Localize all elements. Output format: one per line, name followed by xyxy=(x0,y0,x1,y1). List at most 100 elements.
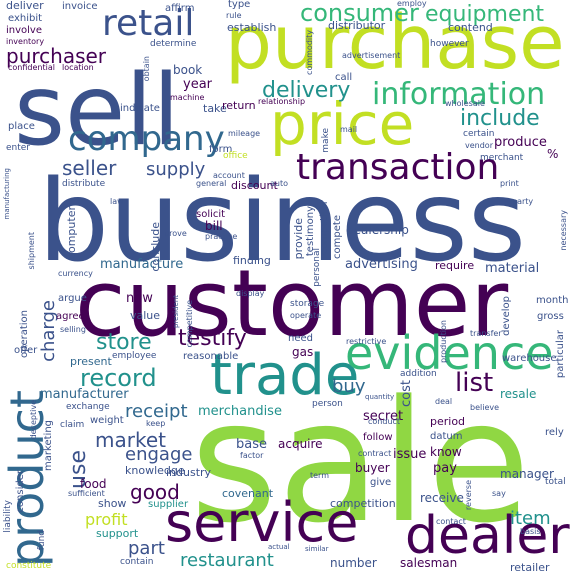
word-knowledge: knowledge xyxy=(125,464,185,477)
word-weight: weight xyxy=(90,415,124,426)
word-wholesale: wholesale xyxy=(445,99,485,108)
word-shipment: shipment xyxy=(27,232,36,270)
word-exhibit: exhibit xyxy=(8,13,43,24)
word-competition: competition xyxy=(330,497,396,510)
word-business: business xyxy=(38,157,527,287)
word-percent: % xyxy=(547,147,559,161)
word-dealership: dealership xyxy=(346,223,409,237)
word-mail: mail xyxy=(340,125,358,134)
word-general: general xyxy=(196,179,227,188)
word-number: number xyxy=(330,556,377,570)
word-vendor: vendor xyxy=(465,141,493,150)
word-enter: enter xyxy=(6,143,31,153)
word-consumer: consumer xyxy=(300,0,419,27)
word-contend: contend xyxy=(448,21,493,34)
word-relationship: relationship xyxy=(258,97,306,106)
word-contact: contact xyxy=(436,517,466,526)
word-supplier: supplier xyxy=(148,499,189,510)
word-involve: involve xyxy=(6,25,43,36)
word-term: term xyxy=(310,471,329,480)
word-particular: particular xyxy=(555,330,566,379)
word-market: market xyxy=(95,428,166,452)
word-determine: determine xyxy=(150,39,197,49)
word-gas: gas xyxy=(292,345,314,359)
word-require: require xyxy=(435,259,475,272)
word-salesman: salesman xyxy=(400,556,458,570)
word-buyer: buyer xyxy=(355,461,390,475)
word-reasonable: reasonable xyxy=(183,351,239,362)
word-new: new xyxy=(126,291,153,306)
word-factor: factor xyxy=(240,451,264,460)
word-develop: develop xyxy=(501,296,512,336)
word-account: account xyxy=(213,171,245,180)
word-item: item xyxy=(510,508,551,529)
word-finding: finding xyxy=(233,254,271,267)
word-sale: sale xyxy=(190,364,531,560)
word-believe: believe xyxy=(470,403,500,412)
word-law: law xyxy=(110,197,124,206)
word-selling: selling xyxy=(60,325,86,334)
word-necessary: necessary xyxy=(559,210,568,251)
word-engage: engage xyxy=(125,444,193,465)
word-delivery: delivery xyxy=(262,78,351,103)
word-discount: discount xyxy=(231,179,278,192)
word-take: take xyxy=(203,102,227,115)
word-datum: datum xyxy=(430,431,463,442)
word-list: list xyxy=(455,368,494,398)
word-purchase: purchase xyxy=(225,0,565,86)
word-retailer: retailer xyxy=(510,561,550,574)
word-receive: receive xyxy=(420,491,464,505)
word-machine: machine xyxy=(170,93,205,102)
word-employee: employee xyxy=(112,351,157,361)
word-month: month xyxy=(536,295,569,306)
word-keep: keep xyxy=(146,419,166,428)
word-call: call xyxy=(335,72,353,83)
word-charge: charge xyxy=(38,300,59,362)
word-manufacturing: manufacturing xyxy=(3,168,11,220)
word-price: price xyxy=(270,90,415,158)
word-form: form xyxy=(209,144,233,155)
word-covenant: covenant xyxy=(222,487,274,500)
word-information: information xyxy=(372,77,546,112)
word-type: type xyxy=(228,0,251,10)
word-invoice: invoice xyxy=(62,1,98,12)
word-sufficient: sufficient xyxy=(68,489,105,498)
word-storage: storage xyxy=(290,299,325,309)
word-fund: fund xyxy=(37,530,47,551)
word-produce: produce xyxy=(494,135,547,150)
word-period: period xyxy=(430,415,466,428)
word-mileage: mileage xyxy=(228,129,261,138)
word-personal: personal xyxy=(312,248,322,287)
word-offer: offer xyxy=(14,345,38,356)
word-service: service xyxy=(165,491,359,554)
word-similar: similar xyxy=(305,545,329,553)
word-quantity: quantity xyxy=(365,393,395,401)
word-dealer: dealer xyxy=(405,506,570,566)
word-gross: gross xyxy=(537,311,564,322)
word-obtain: obtain xyxy=(142,56,151,82)
word-marketing: marketing xyxy=(43,420,54,471)
word-make: make xyxy=(321,128,331,153)
word-follow: follow xyxy=(363,432,393,443)
word-support: support xyxy=(96,527,139,540)
word-place: place xyxy=(8,121,35,132)
word-affirm: affirm xyxy=(165,3,195,14)
word-operate: operate xyxy=(290,311,322,320)
word-company: company xyxy=(68,119,225,159)
word-return: return xyxy=(222,99,256,112)
word-display: display xyxy=(236,289,265,298)
word-part: part xyxy=(128,538,165,559)
word-claim: claim xyxy=(60,420,85,430)
word-print: print xyxy=(500,179,519,188)
word-currency: currency xyxy=(58,269,93,278)
word-solicit: solicit xyxy=(196,209,226,220)
word-value: value xyxy=(130,309,161,322)
word-exchange: exchange xyxy=(66,402,110,412)
word-competitor: competitor xyxy=(319,200,330,255)
word-basis: basis xyxy=(520,527,541,536)
word-retail: retail xyxy=(102,3,195,44)
word-base: base xyxy=(236,437,267,452)
word-contain: contain xyxy=(120,557,154,567)
word-manager: manager xyxy=(500,467,554,481)
word-secret: secret xyxy=(363,409,404,424)
